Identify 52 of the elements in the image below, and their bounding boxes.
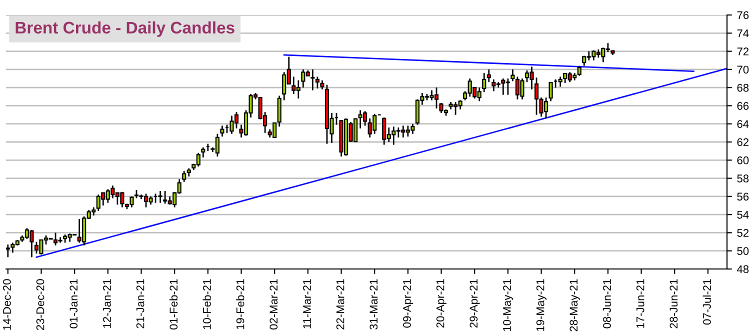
x-tick-label: 01-Jan-21 — [70, 279, 78, 328]
x-tick-label: 19-Feb-21 — [236, 279, 244, 330]
x-tick-label: 28-Jun-21 — [670, 279, 678, 328]
x-tick-label: 01-Feb-21 — [169, 279, 178, 330]
x-tick-label: 20-Apr-21 — [436, 279, 446, 328]
chart-title: Brent Crude - Daily Candles — [16, 21, 234, 37]
x-tick-label: 23-Dec-20 — [36, 279, 44, 330]
y-tick-label: 58 — [737, 174, 749, 182]
y-tick-label: 62 — [737, 138, 749, 146]
candlestick — [320, 80, 324, 90]
x-tick-label: 09-Apr-21 — [403, 279, 414, 328]
candlestick — [158, 190, 162, 204]
y-tick-label: 50 — [737, 247, 749, 255]
x-tick-label: 19-May-21 — [536, 279, 546, 331]
y-tick-label: 52 — [737, 228, 749, 237]
candlestick — [577, 65, 582, 76]
y-tick-label: 72 — [737, 48, 749, 56]
candlestick — [201, 146, 206, 158]
x-tick-label: 02-Mar-21 — [270, 279, 278, 330]
candlestick — [220, 124, 224, 138]
x-tick-label: 14-Dec-20 — [3, 279, 11, 330]
x-tick-label: 31-Mar-21 — [370, 279, 378, 330]
y-tick-label: 66 — [737, 102, 749, 110]
candlestick — [558, 76, 562, 88]
candlestick — [182, 170, 186, 183]
candlestick — [482, 72, 486, 93]
y-tick-label: 68 — [737, 84, 749, 92]
candlestick — [486, 68, 491, 83]
x-tick-label: 08-Jun-21 — [603, 279, 611, 328]
candlestick — [310, 68, 315, 91]
x-tick-label: 11-Mar-21 — [303, 279, 311, 328]
x-tick-label: 17-Jun-21 — [636, 279, 644, 328]
x-tick-label: 10-May-21 — [503, 279, 514, 331]
candlestick — [548, 81, 553, 102]
y-tick-label: 70 — [737, 66, 749, 74]
x-tick-label: 12-Jan-21 — [103, 279, 111, 328]
x-tick-label: 21-Jan-21 — [136, 279, 144, 328]
y-tick-label: 60 — [737, 156, 749, 164]
x-tick-label: 22-Mar-21 — [336, 279, 344, 330]
y-tick-label: 54 — [737, 210, 749, 219]
y-tick-label: 74 — [737, 30, 749, 38]
y-tick-label: 64 — [737, 120, 749, 128]
x-tick-label: 10-Feb-21 — [202, 279, 211, 330]
candlestick — [315, 76, 320, 90]
y-tick-label: 76 — [737, 11, 749, 20]
y-tick-label: 48 — [736, 265, 749, 274]
candlestick — [277, 95, 282, 128]
x-tick-label: 29-Apr-21 — [470, 279, 480, 328]
x-tick-label: 07-Jul-21 — [702, 279, 711, 325]
candlestick — [510, 68, 515, 82]
y-tick-label: 56 — [737, 192, 749, 201]
x-tick-label: 28-May-21 — [570, 279, 580, 332]
